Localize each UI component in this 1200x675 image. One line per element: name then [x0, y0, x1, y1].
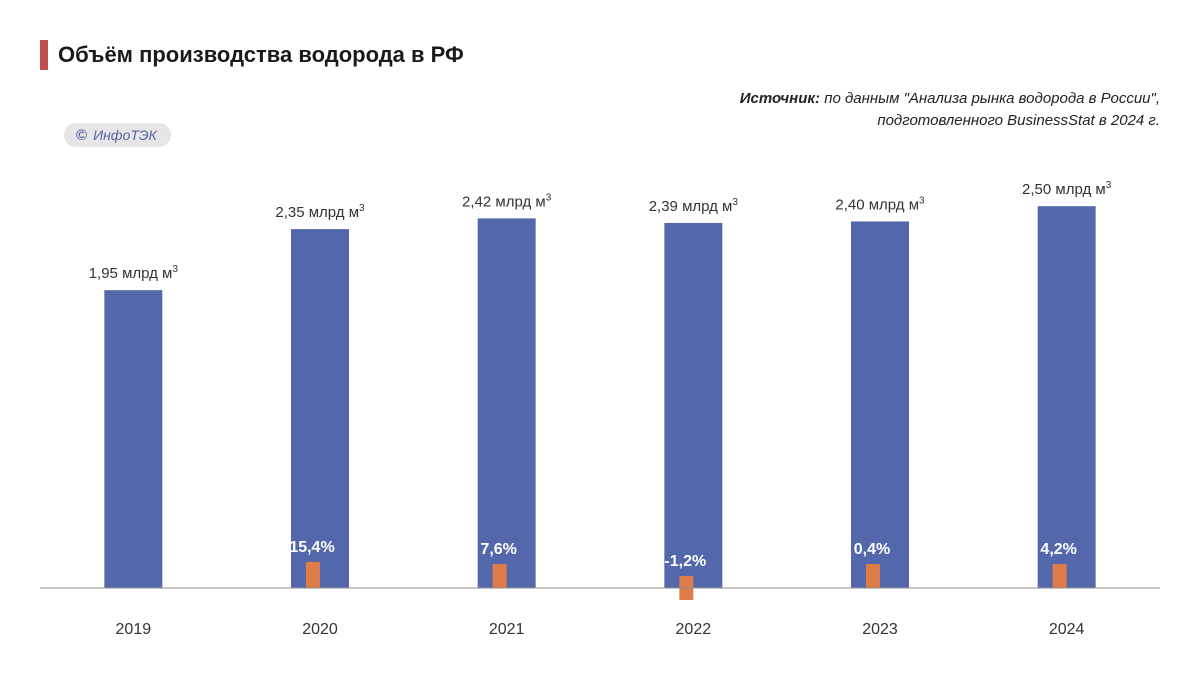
volume-label: 2,40 млрд м3 [835, 195, 925, 213]
x-tick-label: 2023 [862, 621, 898, 638]
infotek-badge: © ИнфоТЭК [64, 123, 171, 147]
source-label: Источник: [739, 90, 821, 107]
copyright-icon: © [76, 126, 88, 144]
source-line-2: подготовленного BusinessStat в 2024 г. [877, 112, 1160, 129]
growth-label: 4,2% [1040, 541, 1076, 558]
source-text-1: по данным "Анализа рынка водорода в Росс… [824, 90, 1160, 107]
source-note: Источник: по данным "Анализа рынка водор… [540, 88, 1160, 132]
volume-bar [851, 221, 909, 589]
volume-bar [664, 222, 723, 588]
growth-marker [306, 561, 320, 588]
growth-label: 15,4% [289, 539, 334, 556]
volume-label: 2,39 млрд м3 [649, 197, 739, 215]
volume-bar [104, 290, 163, 588]
growth-marker [492, 564, 507, 588]
source-line-1: Источник: по данным "Анализа рынка водор… [540, 88, 1160, 110]
volume-bar [477, 218, 536, 588]
growth-label: 7,6% [480, 541, 516, 558]
growth-label: 0,4% [854, 541, 890, 558]
title-accent-bar [40, 40, 48, 70]
badge-text: ИнфоТЭК [93, 127, 157, 143]
volume-label: 2,50 млрд м3 [1022, 180, 1112, 198]
volume-bar [1037, 206, 1096, 588]
volume-label: 2,35 млрд м3 [275, 203, 365, 221]
growth-label: -1,2% [664, 553, 706, 570]
volume-bar [291, 229, 349, 588]
x-tick-label: 2024 [1049, 621, 1085, 638]
x-tick-label: 2019 [116, 621, 152, 638]
x-tick-label: 2020 [302, 621, 338, 638]
growth-marker [1052, 564, 1067, 588]
x-tick-label: 2022 [676, 621, 712, 638]
volume-label: 1,95 млрд м3 [89, 264, 179, 282]
growth-marker [866, 564, 880, 588]
page-title: Объём производства водорода в РФ [58, 42, 464, 67]
x-tick-label: 2021 [489, 621, 525, 638]
volume-label: 2,42 млрд м3 [462, 192, 552, 210]
